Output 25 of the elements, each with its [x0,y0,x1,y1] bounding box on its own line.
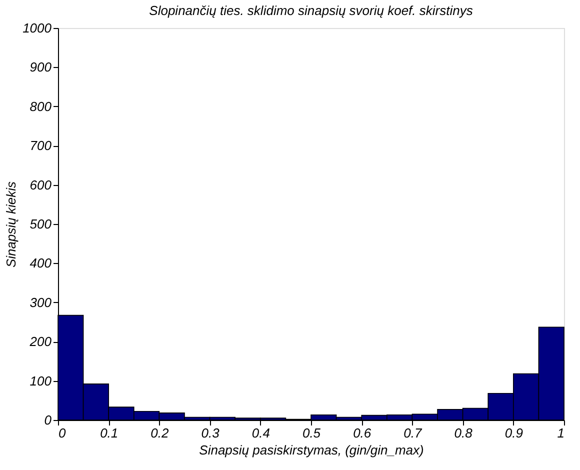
y-tick-label: 300 [30,294,52,310]
chart-title: Slopinančių ties. sklidimo sinapsių svorių koef. skirstinys [149,3,474,18]
x-tick-label: 0.1 [100,426,118,440]
x-axis-title: Sinapsių pasiskirstymas, (gin/gin_max) [199,442,424,458]
x-tick-label: 0.8 [454,426,474,440]
y-tick-label: 900 [30,60,52,75]
y-axis-title: Sinapsių kiekis [4,181,19,268]
x-tick-label: 0.7 [404,426,423,440]
x-tick-label: 0 [58,426,66,440]
y-tick-label: 400 [30,256,52,271]
y-tick-label: 200 [28,334,52,350]
x-tick-label: 0.4 [252,426,270,440]
y-tick-label: 600 [30,177,52,192]
y-tick-label: 0 [44,412,52,428]
x-tick-label: 0.2 [150,426,170,440]
x-tick-label: 0.5 [302,426,322,440]
x-tick-label: 0.3 [201,426,220,440]
y-tick-label: 1000 [22,20,52,36]
x-tick-label: 0.6 [353,426,372,440]
x-tick-label: 0.9 [504,426,523,440]
y-tick-label: 700 [30,138,52,154]
x-tick-label: 1 [557,426,564,440]
y-tick-label: 800 [30,98,52,114]
y-tick-label: 500 [30,216,52,232]
y-tick-label: 100 [30,373,52,388]
